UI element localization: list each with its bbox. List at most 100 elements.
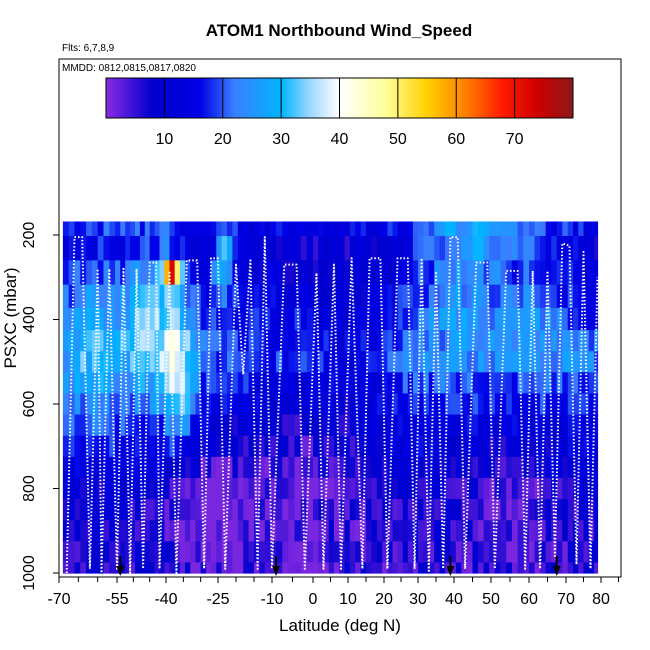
heatmap-cell xyxy=(149,221,156,237)
heatmap-cell xyxy=(428,307,435,331)
heatmap-cell xyxy=(264,330,271,352)
heatmap-cell xyxy=(185,221,191,237)
heatmap-cell xyxy=(200,307,207,331)
heatmap-cell xyxy=(397,520,404,542)
heatmap-cell xyxy=(517,330,524,352)
heatmap-cell xyxy=(434,221,441,237)
heatmap-cell xyxy=(190,499,197,521)
heatmap-cell xyxy=(185,307,191,331)
heatmap-cell xyxy=(205,393,212,416)
heatmap-cell xyxy=(313,236,319,261)
heatmap-cell xyxy=(232,477,239,500)
heatmap-cell xyxy=(169,260,176,286)
heatmap-cell xyxy=(412,236,419,261)
heatmap-cell xyxy=(523,284,530,309)
heatmap-cell xyxy=(344,330,351,352)
heatmap-cell xyxy=(466,520,474,542)
heatmap-cell xyxy=(578,435,585,458)
heatmap-cell xyxy=(583,372,590,395)
colorbar-segment xyxy=(234,78,238,118)
colorbar-segment xyxy=(470,78,475,118)
heatmap-cell xyxy=(115,414,121,437)
heatmap-cell xyxy=(300,541,308,564)
heatmap-cell xyxy=(164,284,171,309)
heatmap-cell xyxy=(282,284,289,309)
heatmap-cell xyxy=(387,284,394,309)
heatmap-cell xyxy=(68,221,76,237)
colorbar-segment xyxy=(292,78,297,118)
heatmap-cell xyxy=(466,372,474,395)
heatmap-cell xyxy=(97,284,105,309)
heatmap-cell xyxy=(461,456,468,479)
heatmap-cell xyxy=(243,236,250,261)
heatmap-cell xyxy=(511,499,519,521)
heatmap-cell xyxy=(306,477,314,500)
heatmap-cell xyxy=(159,541,165,564)
heatmap-cell xyxy=(211,372,217,395)
heatmap-cell xyxy=(216,520,223,542)
colorbar-segment xyxy=(465,78,469,118)
heatmap-cell xyxy=(232,284,239,309)
heatmap-cell xyxy=(254,477,260,500)
heatmap-cell xyxy=(294,284,302,309)
heatmap-cell xyxy=(264,260,271,286)
heatmap-cell xyxy=(221,477,228,500)
heatmap-cell xyxy=(439,372,446,395)
heatmap-cell xyxy=(243,520,250,542)
heatmap-cell xyxy=(461,307,468,331)
heatmap-cell xyxy=(221,221,228,237)
heatmap-cell xyxy=(583,562,590,574)
heatmap-cell xyxy=(523,330,530,352)
heatmap-cell xyxy=(376,520,383,542)
y-tick-label: 400 xyxy=(21,306,38,333)
heatmap-cell xyxy=(407,456,414,479)
heatmap-cell xyxy=(232,330,239,352)
colorbar-segment xyxy=(117,78,122,118)
heatmap-cell xyxy=(506,477,513,500)
heatmap-cell xyxy=(323,221,330,237)
heatmap-cell xyxy=(185,477,191,500)
heatmap-cell xyxy=(344,477,351,500)
heatmap-cell xyxy=(439,236,446,261)
heatmap-cell xyxy=(185,372,191,395)
heatmap-cell xyxy=(545,307,552,331)
heatmap-cell xyxy=(211,562,217,574)
heatmap-cell xyxy=(306,221,314,237)
heatmap-cell xyxy=(387,307,394,331)
colorbar-segment xyxy=(249,78,253,118)
heatmap-cell xyxy=(506,307,513,331)
heatmap-cell xyxy=(294,393,302,416)
heatmap-cell xyxy=(200,236,207,261)
heatmap-cell xyxy=(434,260,441,286)
heatmap-cell xyxy=(455,414,462,437)
colorbar-segment xyxy=(251,78,256,118)
heatmap-cell xyxy=(205,520,212,542)
colorbar-segment xyxy=(558,78,562,118)
heatmap-cell xyxy=(288,414,296,437)
heatmap-cell xyxy=(588,456,595,479)
heatmap-cell xyxy=(282,456,289,479)
heatmap-cell xyxy=(382,307,388,331)
heatmap-cell xyxy=(80,372,87,395)
heatmap-cell xyxy=(434,435,441,458)
heatmap-cell xyxy=(540,499,547,521)
heatmap-cell xyxy=(169,372,176,395)
heatmap-cell xyxy=(551,221,558,237)
heatmap-cell xyxy=(68,236,76,261)
heatmap-cell xyxy=(276,456,283,479)
heatmap-cells xyxy=(62,221,599,574)
heatmap-cell xyxy=(294,435,302,458)
heatmap-cell xyxy=(328,236,335,261)
heatmap-cell xyxy=(556,221,563,237)
heatmap-cell xyxy=(445,351,451,373)
heatmap-cell xyxy=(139,236,146,261)
colorbar-segment xyxy=(348,78,352,118)
heatmap-cell xyxy=(517,477,524,500)
heatmap-cell xyxy=(594,393,599,416)
heatmap-cell xyxy=(349,499,356,521)
heatmap-cell xyxy=(529,393,536,416)
heatmap-cell xyxy=(540,284,547,309)
heatmap-cell xyxy=(540,414,547,437)
heatmap-cell xyxy=(382,456,388,479)
heatmap-cell xyxy=(190,393,197,416)
